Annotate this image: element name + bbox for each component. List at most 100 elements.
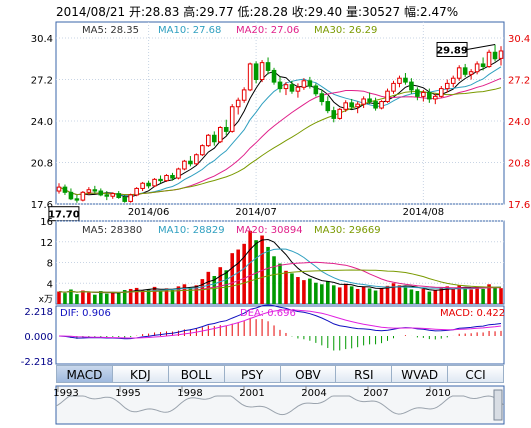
candle-body [391,82,396,92]
candle-body [176,168,181,179]
candle-body [259,62,265,80]
candle-body [104,194,110,197]
candle-body [427,91,432,100]
volume-bar [200,279,205,304]
candle-body [325,101,331,112]
tab-wvad[interactable]: WVAD [391,365,449,383]
volume-bar [75,294,79,304]
volume-bar [242,243,246,304]
candle-body [194,154,199,165]
timeline-year-label: 2001 [239,388,264,399]
volume-bar [116,293,121,304]
candle-body [307,80,313,87]
timeline-year-label: 2010 [425,388,450,399]
volume-bar [134,287,139,304]
candle-body [337,108,343,119]
timeline-range-handle [493,389,503,421]
candle-body [301,80,307,88]
tab-macd[interactable]: MACD [56,365,113,383]
macd-legend-dif: DIF: 0.906 [60,308,111,319]
volume-bar [146,289,151,304]
timeline-year-label: 1995 [115,388,140,399]
candle-body [355,103,360,108]
candle-body [265,62,271,71]
change-label: 幅: [404,5,421,19]
volume-bar [415,291,420,304]
candle-body [122,197,127,202]
volume-legend-ma10: MA10: 28829 [158,225,225,236]
volume-bar [110,292,115,304]
volume-legend-ma20: MA20: 30894 [236,225,303,236]
min-price-label: 17.70 [48,210,80,221]
close-value: 29.40 [307,5,343,19]
price-tick-label-left: 30.4 [31,34,53,45]
volume-bar [403,287,408,304]
candle-body [397,77,402,84]
volume-bar [451,288,456,304]
volume-bar [320,284,324,304]
candle-body [421,91,426,97]
price-legend-ma10: MA10: 27.68 [158,25,221,36]
volume-bar [188,287,193,304]
volume-bar [194,285,199,304]
candle-body [158,178,163,182]
candle-body [247,63,253,91]
date-tick-label: 2014/07 [235,207,277,218]
candle-body [128,194,133,202]
volume-bar [308,278,312,304]
timeline-year-label: 2004 [301,388,326,399]
volume-bar [314,282,318,304]
candle-body [253,63,259,80]
candle-body [86,189,92,193]
candle-body [361,98,366,105]
date-tick-label: 2014/08 [403,207,445,218]
candle-body [438,88,444,97]
volume-bar [391,283,396,304]
timeline-year-label: 2007 [363,388,388,399]
volume-bar [104,293,109,304]
tab-psy[interactable]: PSY [223,365,281,383]
candle-body [223,126,229,132]
volume-bar [164,288,169,304]
low-label: 低: [237,5,254,19]
macd-tick-label: -2.218 [21,357,53,368]
volume-bar [69,289,73,304]
candle-body [462,67,468,75]
volume-bar [278,263,282,304]
tab-boll[interactable]: BOLL [167,365,225,383]
candle-body [80,191,86,201]
candle-body [116,193,122,199]
tab-cci[interactable]: CCI [447,365,504,383]
price-tick-label-left: 27.2 [31,76,53,87]
candle-body [152,178,157,187]
volume-bar [427,291,432,304]
volume-bar [128,288,133,304]
price-legend-ma20: MA20: 27.06 [236,25,299,36]
candle-body [188,160,193,165]
tab-rsi[interactable]: RSI [335,365,393,383]
candle-body [217,126,223,143]
price-tick-label-right: 30.4 [508,34,530,45]
candle-body [241,89,247,101]
tab-kdj[interactable]: KDJ [111,365,169,383]
volume-bar [433,289,438,304]
candle-body [498,50,504,59]
candle-body [289,84,295,92]
timeline-year-label: 1998 [177,388,202,399]
volume-bar [284,270,288,304]
volume-ma30-line [58,269,502,293]
candle-body [331,110,337,119]
price-tick-label-right: 24.0 [508,117,530,128]
price-tick-label-right: 20.8 [508,159,530,170]
tab-obv[interactable]: OBV [279,365,337,383]
macd-tick-label: 0.000 [24,332,53,343]
candle-body [385,90,390,103]
volume-bar [499,288,503,304]
volume-bar [290,273,294,304]
volume-bar [337,287,342,304]
candle-body [343,102,348,110]
volume-bar [260,235,264,304]
candle-body [480,63,486,68]
quote-date: 2014/08/21 [56,5,126,19]
